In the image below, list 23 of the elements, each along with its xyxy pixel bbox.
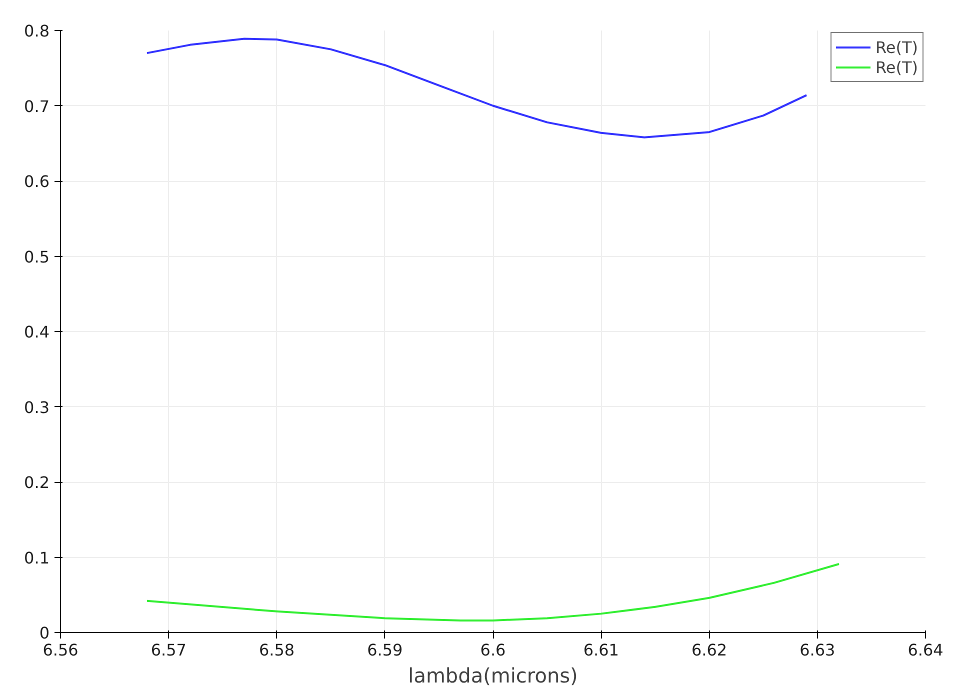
line-series	[146, 38, 808, 138]
x-tick-label: 6.62	[691, 640, 728, 660]
y-tick-label: 0.1	[24, 548, 50, 568]
x-tick-label: 6.64	[908, 640, 944, 660]
x-tick-label: 6.63	[800, 640, 836, 660]
x-tick-label: 6.57	[150, 640, 186, 660]
legend-label: Re(T)	[876, 58, 918, 76]
x-tick-label: 6.58	[258, 640, 295, 660]
y-tick-label: 0.2	[24, 473, 50, 492]
x-tick-label: 6.61	[583, 640, 619, 660]
y-tick-label: 0	[39, 624, 50, 642]
y-tick-label: 0.3	[24, 398, 50, 417]
y-tick-label: 0.4	[24, 322, 50, 342]
x-tick-label: 6.59	[367, 640, 403, 660]
x-tick-label: 6.6	[480, 640, 506, 660]
line-series	[146, 563, 840, 622]
x-axis-title: lambda(microns)	[408, 664, 578, 688]
y-tick-label: 0.7	[24, 96, 50, 116]
y-tick-label: 0.8	[24, 22, 50, 40]
legend-label: Re(T)	[876, 38, 918, 56]
y-tick-label: 0.5	[24, 247, 50, 266]
y-tick-label: 0.6	[24, 172, 50, 191]
x-tick-label: 6.56	[42, 640, 78, 660]
